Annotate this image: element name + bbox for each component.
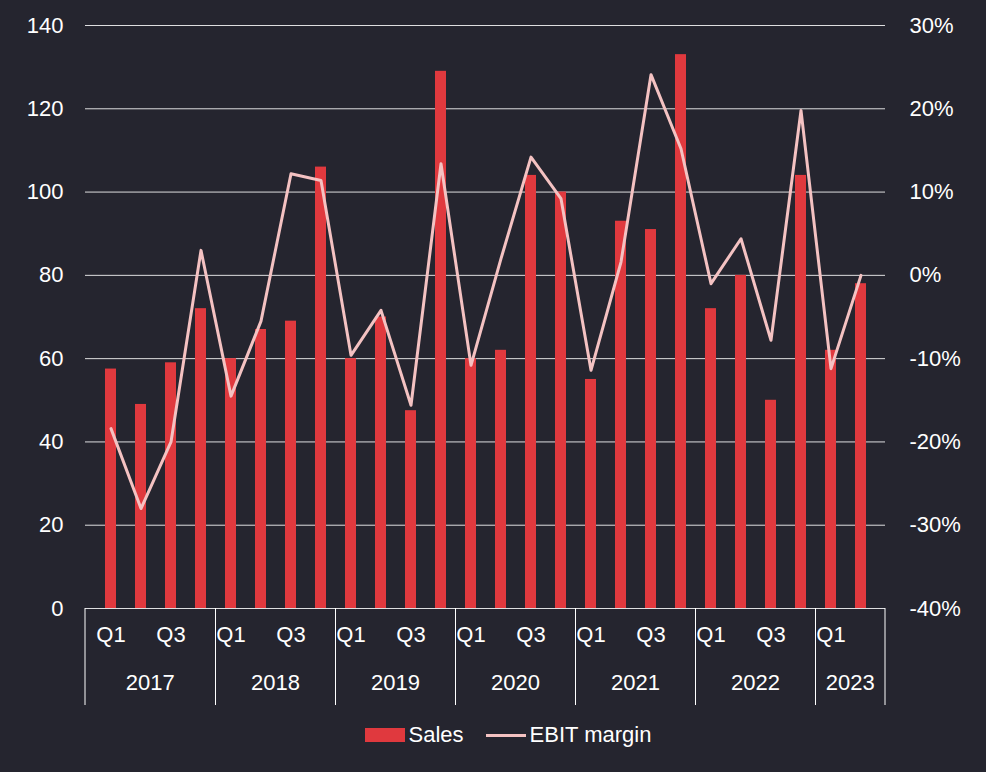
svg-text:60: 60 bbox=[39, 346, 63, 371]
svg-text:10%: 10% bbox=[910, 179, 954, 204]
svg-text:Q1: Q1 bbox=[696, 622, 725, 647]
svg-text:0: 0 bbox=[51, 596, 63, 621]
svg-text:30%: 30% bbox=[910, 13, 954, 38]
svg-text:20%: 20% bbox=[910, 96, 954, 121]
svg-text:2019: 2019 bbox=[371, 670, 420, 695]
svg-text:20: 20 bbox=[39, 512, 63, 537]
svg-text:Q1: Q1 bbox=[816, 622, 845, 647]
svg-text:2018: 2018 bbox=[251, 670, 300, 695]
svg-text:140: 140 bbox=[27, 13, 64, 38]
svg-text:Q1: Q1 bbox=[576, 622, 605, 647]
svg-text:80: 80 bbox=[39, 262, 63, 287]
svg-text:2020: 2020 bbox=[491, 670, 540, 695]
svg-text:Q1: Q1 bbox=[456, 622, 485, 647]
svg-text:-30%: -30% bbox=[910, 512, 961, 537]
svg-text:-20%: -20% bbox=[910, 429, 961, 454]
svg-text:Q3: Q3 bbox=[156, 622, 185, 647]
svg-text:Q1: Q1 bbox=[216, 622, 245, 647]
svg-text:40: 40 bbox=[39, 429, 63, 454]
svg-text:Q3: Q3 bbox=[396, 622, 425, 647]
svg-text:Q3: Q3 bbox=[516, 622, 545, 647]
svg-text:2023: 2023 bbox=[826, 670, 875, 695]
svg-text:-40%: -40% bbox=[910, 596, 961, 621]
svg-text:Q3: Q3 bbox=[636, 622, 665, 647]
html-text:EBIT margin: EBIT margin bbox=[529, 722, 652, 747]
svg-text:-10%: -10% bbox=[910, 346, 961, 371]
svg-text:2017: 2017 bbox=[126, 670, 175, 695]
svg-text:0%: 0% bbox=[910, 262, 942, 287]
svg-text:Q3: Q3 bbox=[756, 622, 785, 647]
svg-text:2021: 2021 bbox=[611, 670, 660, 695]
svg-text:100: 100 bbox=[27, 179, 64, 204]
svg-text:2022: 2022 bbox=[731, 670, 780, 695]
svg-text:Q1: Q1 bbox=[96, 622, 125, 647]
svg-text:120: 120 bbox=[27, 96, 64, 121]
svg-text:Q1: Q1 bbox=[336, 622, 365, 647]
svg-text:Q3: Q3 bbox=[276, 622, 305, 647]
html-text:Sales: Sales bbox=[408, 722, 464, 747]
